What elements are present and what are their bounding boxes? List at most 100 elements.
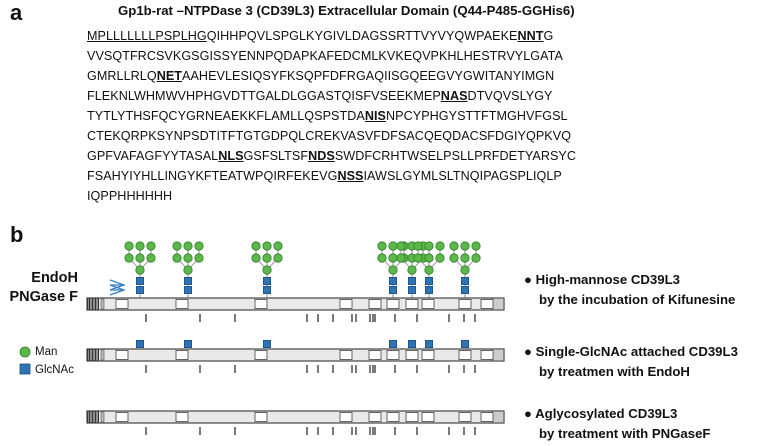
mannose-circle <box>124 241 134 251</box>
glcnac-square <box>407 339 416 348</box>
mannose-circle <box>424 265 434 275</box>
row2-bullet: ● <box>524 344 532 359</box>
sequence-segment: G <box>543 29 554 43</box>
bar-domain-box <box>421 350 435 360</box>
sequence-segment: QIHHPQVLSPGLKYGIVLDAGSSRTTVYVYQWPAEKE <box>206 29 518 43</box>
protein-bar-1 <box>86 297 505 322</box>
glycosylation-site: NNT <box>517 29 544 43</box>
bar-domain-box <box>254 299 268 309</box>
bar-domain-box <box>386 412 400 422</box>
panel-a-label: a <box>10 0 23 25</box>
bar-domain-box <box>405 350 419 360</box>
mannose-circle <box>194 241 204 251</box>
sequence-line: FLEKNLWHMWVHPHGVDTTGALDLGGASTQISFVSEEKME… <box>87 86 576 106</box>
bar-domain-box <box>368 350 382 360</box>
sequence-segment: TYTLYTHSFQCYGRNEAEKKFLAMLLQSPSTDA <box>87 109 365 123</box>
row3-bullet: ● <box>524 406 532 421</box>
glcnac-square <box>135 339 144 348</box>
glcnac-square <box>183 339 192 348</box>
mannose-circle <box>396 253 406 263</box>
mannose-circle <box>424 241 434 251</box>
mannose-circle <box>435 241 445 251</box>
sequence-line: GPFVAFAGFYYTASALNLSGSFSLTSFNDSSWDFCRHTWS… <box>87 146 576 166</box>
sequence-line: TYTLYTHSFQCYGRNEAEKKFLAMLLQSPSTDANISNPCY… <box>87 106 576 126</box>
bar-domain-box <box>480 412 494 422</box>
glycan-structures <box>124 241 481 348</box>
glcnac-square <box>424 339 433 348</box>
mannose-circle <box>194 253 204 263</box>
mannose-circle <box>172 241 182 251</box>
sequence-title: Gp1b-rat –NTPDase 3 (CD39L3) Extracellul… <box>118 3 575 18</box>
mannose-circle <box>251 253 261 263</box>
sequence-segment: CTEKQRPKSYNPSDTITFTGTGDPQLCREKVASVFDFSAC… <box>87 129 572 143</box>
bar-domain-box <box>458 412 472 422</box>
sequence-line: MPLLLLLLLPSPLHGQIHHPQVLSPGLKYGIVLDAGSSRT… <box>87 26 576 46</box>
glcnac-square <box>262 339 271 348</box>
glycosylation-site: NAS <box>440 89 468 103</box>
mannose-circle <box>262 253 272 263</box>
row3-description: ● Aglycosylated CD39L3 by treatment with… <box>524 404 710 444</box>
bar-domain-box <box>115 299 129 309</box>
bar-domain-box <box>386 350 400 360</box>
sequence-segment: FLEKNLWHMWVHPHGVDTTGALDLGGASTQISFVSEEKME… <box>87 89 441 103</box>
bar-domain-box <box>480 350 494 360</box>
sequence-segment: AAHEVLESIQSYFKSQPFDFRGAQIISGQEEGVYGWITAN… <box>182 69 555 83</box>
glcnac-square <box>262 285 271 294</box>
protein-bar-2 <box>86 348 505 373</box>
legend-glcnac-label: GlcNAc <box>35 364 74 376</box>
row3-line2: by treatment with PNGaseF <box>539 426 711 441</box>
mannose-circle <box>273 241 283 251</box>
row1-description: ● High-mannose CD39L3 by the incubation … <box>524 270 735 310</box>
sequence-line: GMRLLRLQNETAAHEVLESIQSYFKSQPFDFRGAQIISGQ… <box>87 66 576 86</box>
bar-domain-box <box>368 412 382 422</box>
protein-bar-outline <box>86 348 505 362</box>
sequence-line: FSAHYIYHLLINGYKFTEATWPQIRFEKEVGNSSIAWSLG… <box>87 166 576 186</box>
sequence-segment: VVSQTFRCSVKGSGISSYENNPQDAPKAFEDCMLKVKEQV… <box>87 49 563 63</box>
mannose-circle <box>262 265 272 275</box>
glcnac-square <box>135 285 144 294</box>
mannose-circle <box>135 241 145 251</box>
bar-domain-box <box>339 299 353 309</box>
sequence-line: VVSQTFRCSVKGSGISSYENNPQDAPKAFEDCMLKVKEQV… <box>87 46 576 66</box>
glcnac-square <box>388 285 397 294</box>
protein-sequence: MPLLLLLLLPSPLHGQIHHPQVLSPGLKYGIVLDAGSSRT… <box>87 26 576 206</box>
mannose-circle <box>388 253 398 263</box>
panel-b-label: b <box>10 222 24 247</box>
protein-bars <box>86 297 505 435</box>
glycosylation-site: NSS <box>337 169 364 183</box>
bar-domain-box <box>254 350 268 360</box>
bar-domain-box <box>175 412 189 422</box>
endoh-label: EndoH <box>31 270 78 286</box>
sequence-segment: IAWSLGYMLSLTNQIPAGSPLIQLP <box>363 169 562 183</box>
row2-line2: by treatmen with EndoH <box>539 364 690 379</box>
bar-domain-box <box>458 350 472 360</box>
glcnac-square <box>135 276 144 285</box>
glycosylation-site: NIS <box>364 109 386 123</box>
row3-line1: Aglycosylated CD39L3 <box>535 406 678 421</box>
sequence-segment: GMRLLRLQ <box>87 69 157 83</box>
pngasef-label: PNGase F <box>9 289 79 305</box>
row1-line1: High-mannose CD39L3 <box>535 272 680 287</box>
glcnac-square <box>407 276 416 285</box>
sequence-segment: GSFSLTSF <box>243 149 309 163</box>
mannose-circle <box>172 253 182 263</box>
protein-bar-outline <box>86 297 505 311</box>
row1-line2: by the incubation of Kifunesine <box>539 292 736 307</box>
mannose-circle <box>124 253 134 263</box>
mannose-circle <box>135 253 145 263</box>
bar-domain-box <box>386 299 400 309</box>
bar-domain-box <box>115 412 129 422</box>
mannose-circle <box>471 241 481 251</box>
mannose-circle <box>377 241 387 251</box>
mannose-circle <box>424 253 434 263</box>
glcnac-square <box>388 339 397 348</box>
mannose-circle <box>251 241 261 251</box>
mannose-circle <box>396 241 406 251</box>
glycosylation-site: NLS <box>218 149 244 163</box>
sequence-line: CTEKQRPKSYNPSDTITFTGTGDPQLCREKVASVFDFSAC… <box>87 126 576 146</box>
mannose-circle <box>262 241 272 251</box>
sequence-segment: SWDFCRHTWSELPSLLPRFDETYARSYC <box>334 149 577 163</box>
bar-end-cap <box>491 410 505 424</box>
bar-domain-box <box>175 299 189 309</box>
mannose-circle <box>435 253 445 263</box>
